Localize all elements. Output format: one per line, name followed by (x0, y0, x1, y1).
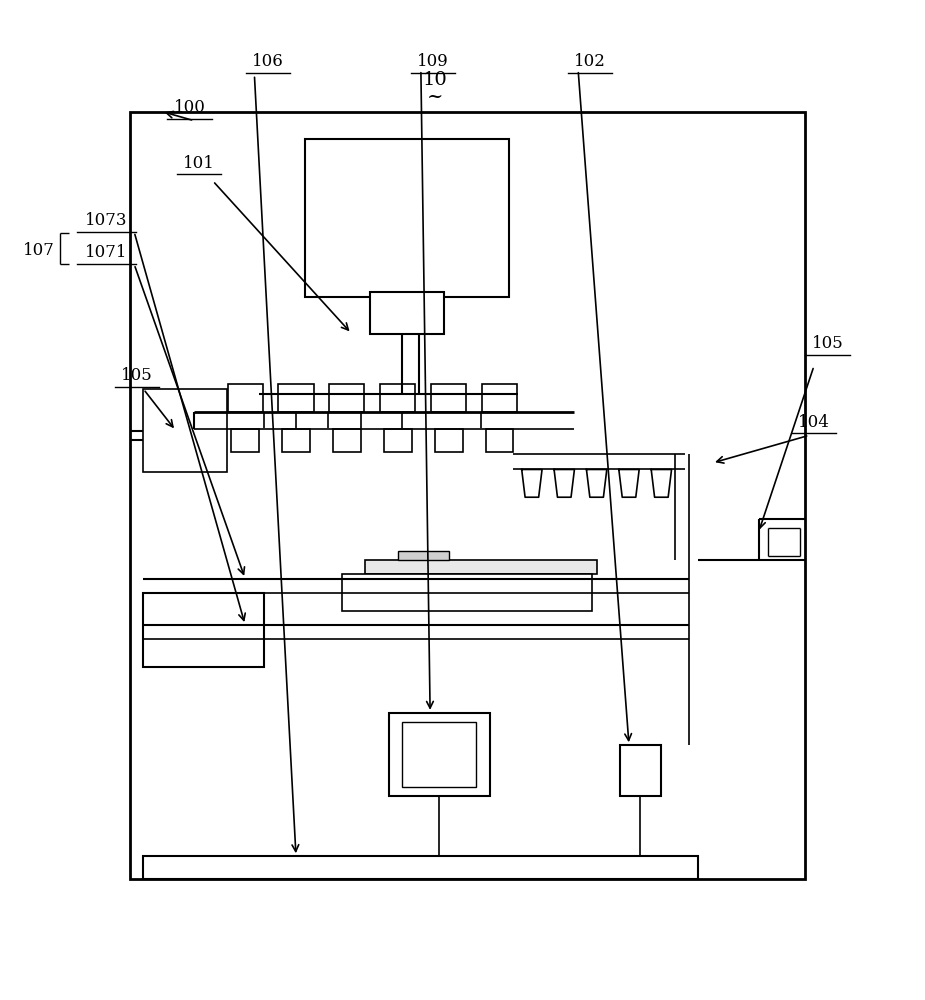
Bar (278, 384, 314, 412)
Text: 101: 101 (183, 155, 215, 172)
Text: ~: ~ (426, 88, 443, 106)
Text: 109: 109 (417, 53, 449, 70)
Text: 1073: 1073 (85, 212, 128, 229)
Bar (282, 429, 310, 452)
Bar (228, 384, 263, 412)
Bar (370, 292, 444, 334)
Bar (329, 384, 364, 412)
Bar (143, 389, 227, 472)
Text: 10: 10 (423, 71, 447, 89)
Bar (435, 429, 462, 452)
Bar (231, 429, 259, 452)
Bar (388, 713, 490, 796)
Bar (130, 112, 805, 879)
Text: 104: 104 (798, 414, 830, 431)
Bar (365, 560, 597, 574)
Bar (398, 551, 449, 560)
Bar (380, 384, 415, 412)
Text: 102: 102 (574, 53, 606, 70)
Bar (143, 592, 264, 666)
Bar (486, 429, 513, 452)
Text: 1071: 1071 (85, 244, 128, 261)
Bar (333, 429, 361, 452)
Text: 100: 100 (174, 99, 205, 116)
Bar (482, 384, 517, 412)
Bar (431, 384, 466, 412)
Bar (305, 139, 509, 297)
Text: 107: 107 (23, 242, 55, 259)
Bar (384, 429, 412, 452)
Bar (342, 574, 592, 611)
Bar (402, 722, 476, 787)
Bar (620, 745, 661, 796)
Bar (143, 856, 698, 879)
Text: 105: 105 (812, 335, 844, 352)
Text: 105: 105 (121, 367, 153, 384)
Text: 106: 106 (253, 53, 284, 70)
